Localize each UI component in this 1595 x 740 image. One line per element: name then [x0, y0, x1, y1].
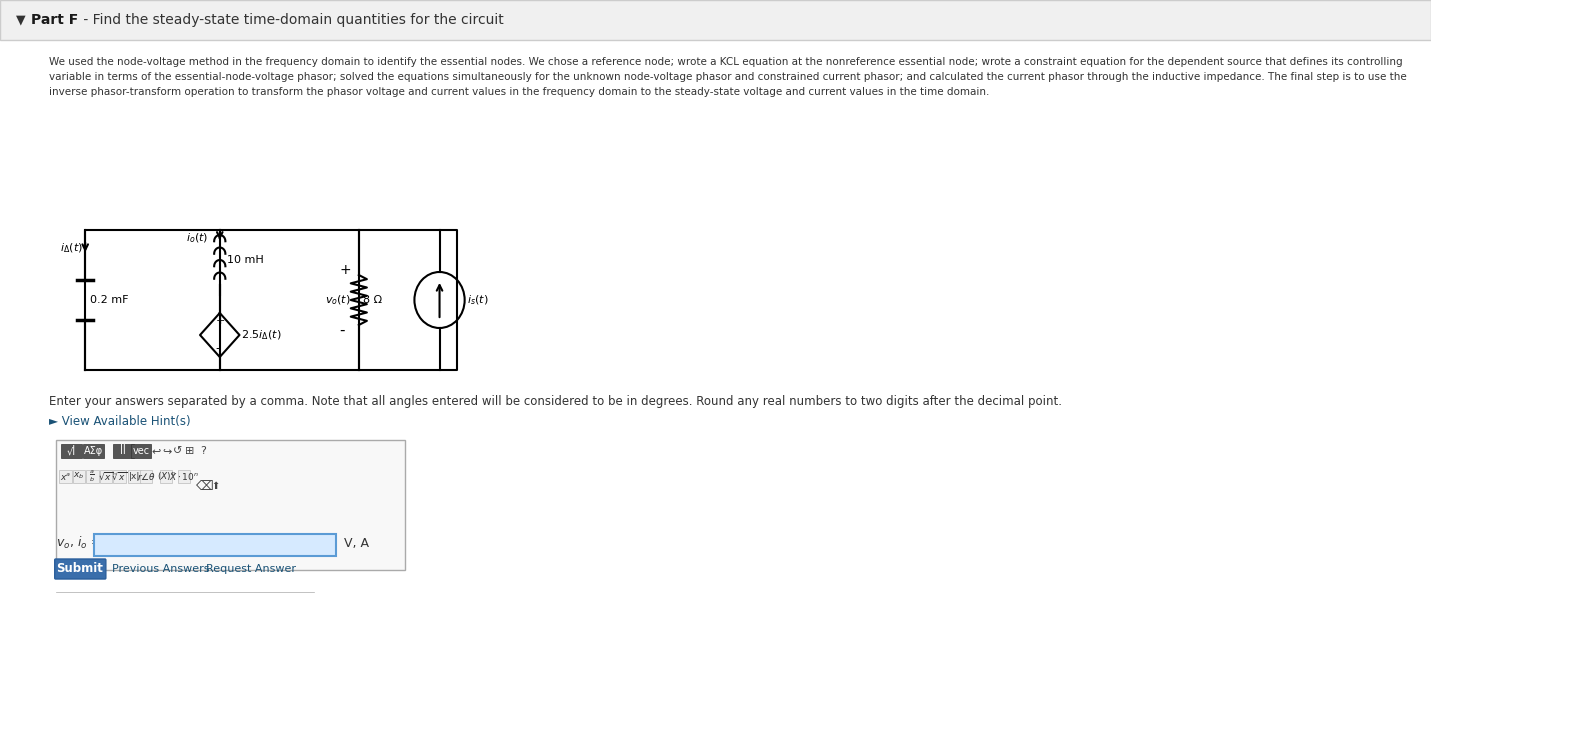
Text: $i_{\Delta}(t)$: $i_{\Delta}(t)$	[61, 241, 83, 255]
FancyBboxPatch shape	[0, 0, 1431, 40]
FancyBboxPatch shape	[83, 444, 104, 458]
Text: 10 mH: 10 mH	[226, 255, 263, 265]
Text: √ꟾ: √ꟾ	[67, 445, 77, 457]
Text: ?: ?	[199, 446, 206, 456]
Text: $i_o(t)$: $i_o(t)$	[185, 231, 207, 245]
Text: $X \cdot 10^n$: $X \cdot 10^n$	[169, 471, 199, 482]
Text: 8 Ω: 8 Ω	[364, 295, 383, 305]
FancyBboxPatch shape	[54, 559, 105, 579]
Text: $x_b$: $x_b$	[73, 471, 85, 481]
Text: ↺: ↺	[172, 446, 182, 456]
FancyBboxPatch shape	[73, 470, 85, 483]
FancyBboxPatch shape	[131, 444, 150, 458]
Text: $r\angle\theta$: $r\angle\theta$	[137, 471, 156, 482]
FancyBboxPatch shape	[56, 440, 405, 570]
Text: $v_o(t)$: $v_o(t)$	[325, 293, 351, 307]
Text: +: +	[340, 263, 351, 277]
FancyBboxPatch shape	[113, 444, 134, 458]
Text: +: +	[215, 316, 225, 326]
Text: ▼: ▼	[16, 13, 26, 27]
Text: |x|: |x|	[129, 471, 140, 480]
FancyBboxPatch shape	[140, 470, 153, 483]
Text: Part F: Part F	[32, 13, 78, 27]
Text: ⬆: ⬆	[211, 481, 220, 491]
Text: $(X)^n$: $(X)^n$	[156, 470, 175, 482]
Text: $\sqrt{x}$: $\sqrt{x}$	[99, 470, 113, 482]
Text: -: -	[215, 343, 220, 355]
FancyBboxPatch shape	[61, 444, 81, 458]
Text: $x^a$: $x^a$	[59, 471, 72, 482]
Text: $\sqrt[n]{x}$: $\sqrt[n]{x}$	[112, 470, 128, 482]
FancyBboxPatch shape	[128, 470, 140, 483]
Text: Request Answer: Request Answer	[206, 564, 297, 574]
Text: $i_s(t)$: $i_s(t)$	[467, 293, 490, 307]
Text: $2.5i_{\Delta}(t)$: $2.5i_{\Delta}(t)$	[241, 329, 282, 342]
Text: ↩: ↩	[152, 446, 161, 456]
Text: inverse phasor-transform operation to transform the phasor voltage and current v: inverse phasor-transform operation to tr…	[49, 87, 990, 97]
Text: ⊞: ⊞	[185, 446, 195, 456]
Text: ΑΣφ: ΑΣφ	[85, 446, 104, 456]
Text: 0.2 mF: 0.2 mF	[89, 295, 128, 305]
Text: variable in terms of the essential-node-voltage phasor; solved the equations sim: variable in terms of the essential-node-…	[49, 72, 1407, 82]
Text: ↪: ↪	[163, 446, 172, 456]
Text: - Find the steady-state time-domain quantities for the circuit: - Find the steady-state time-domain quan…	[78, 13, 504, 27]
Text: ꟾꟾ: ꟾꟾ	[121, 446, 126, 456]
FancyBboxPatch shape	[99, 470, 112, 483]
Text: $\frac{a}{b}$: $\frac{a}{b}$	[89, 468, 96, 484]
Text: Submit: Submit	[56, 562, 104, 576]
Text: V, A: V, A	[343, 537, 368, 551]
Text: ► View Available Hint(s): ► View Available Hint(s)	[49, 415, 191, 428]
FancyBboxPatch shape	[113, 470, 126, 483]
FancyBboxPatch shape	[59, 470, 72, 483]
Text: $v_o$, $i_o$ =: $v_o$, $i_o$ =	[56, 535, 100, 551]
Text: vec: vec	[132, 446, 150, 456]
FancyBboxPatch shape	[177, 470, 190, 483]
FancyBboxPatch shape	[94, 534, 337, 556]
Text: Previous Answers: Previous Answers	[112, 564, 209, 574]
FancyBboxPatch shape	[86, 470, 99, 483]
FancyBboxPatch shape	[160, 470, 172, 483]
Text: ⌫: ⌫	[196, 480, 214, 493]
Text: We used the node-voltage method in the frequency domain to identify the essentia: We used the node-voltage method in the f…	[49, 57, 1404, 67]
Text: Enter your answers separated by a comma. Note that all angles entered will be co: Enter your answers separated by a comma.…	[49, 395, 1062, 408]
Text: -: -	[340, 323, 345, 337]
